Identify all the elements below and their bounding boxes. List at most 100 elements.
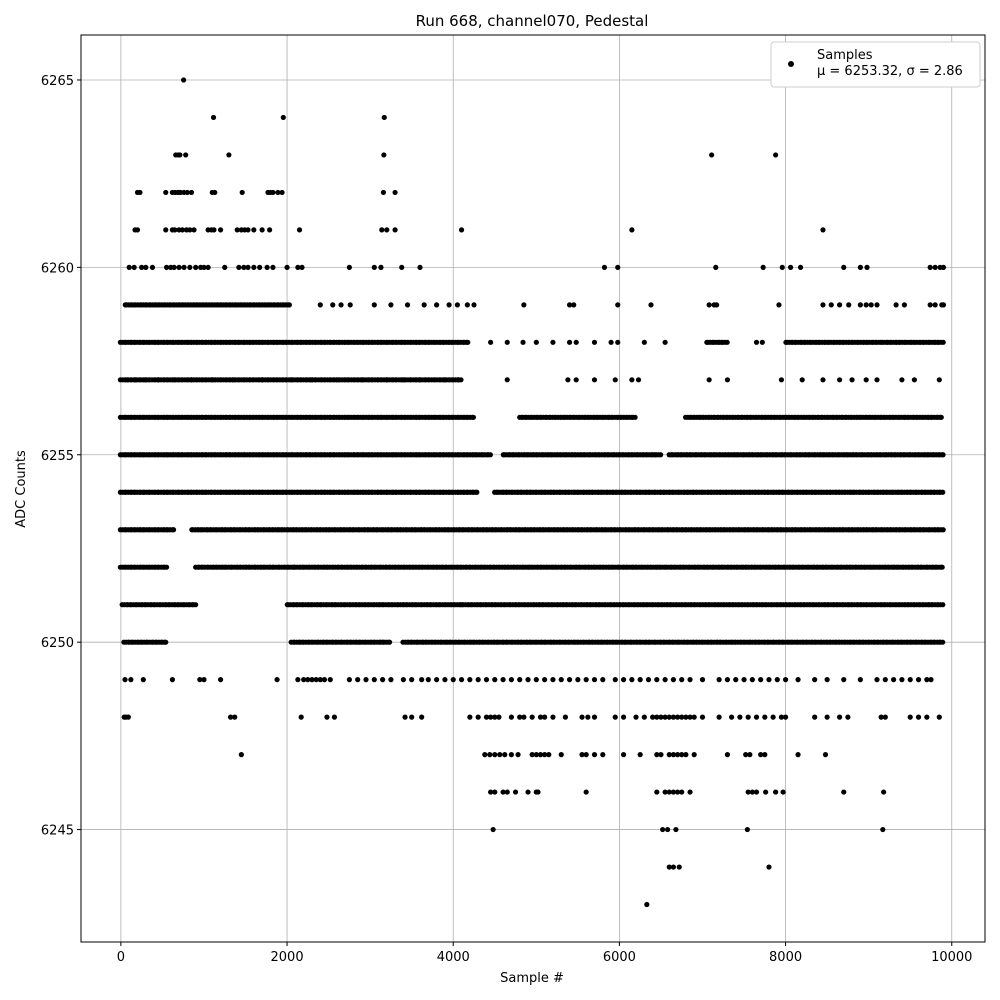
data-point bbox=[716, 677, 722, 683]
data-point bbox=[691, 714, 697, 720]
data-point bbox=[759, 339, 765, 345]
data-point bbox=[863, 302, 869, 308]
data-point bbox=[579, 714, 585, 720]
data-point bbox=[666, 789, 672, 795]
data-point bbox=[488, 714, 494, 720]
data-point bbox=[399, 264, 405, 270]
data-point bbox=[521, 714, 527, 720]
data-point bbox=[334, 377, 340, 383]
data-point bbox=[679, 677, 685, 683]
axis-ticks: 0 2000 4000 6000 8000 10000 6245 6250 6255 6260 62… bbox=[41, 74, 973, 965]
data-point bbox=[891, 677, 897, 683]
data-point bbox=[670, 864, 677, 870]
data-point bbox=[492, 714, 498, 720]
data-point bbox=[820, 302, 826, 308]
data-point bbox=[464, 302, 470, 308]
data-point bbox=[585, 714, 591, 720]
data-point bbox=[163, 189, 169, 196]
data-point bbox=[197, 677, 203, 683]
data-point bbox=[371, 264, 377, 270]
data-point bbox=[381, 114, 387, 121]
data-point bbox=[763, 789, 769, 795]
data-point bbox=[874, 677, 880, 683]
data-point bbox=[940, 452, 946, 458]
data-point bbox=[520, 339, 526, 345]
data-point bbox=[474, 489, 480, 495]
data-point bbox=[670, 789, 677, 795]
data-point bbox=[419, 677, 425, 683]
data-point bbox=[371, 677, 377, 683]
data-point bbox=[232, 714, 238, 720]
data-point bbox=[780, 789, 786, 795]
data-point bbox=[674, 789, 681, 795]
data-point bbox=[758, 752, 764, 758]
data-point bbox=[550, 677, 556, 683]
data-point bbox=[259, 227, 265, 233]
data-point bbox=[504, 377, 510, 383]
data-point bbox=[183, 152, 189, 158]
data-point bbox=[384, 377, 390, 383]
data-point bbox=[927, 264, 933, 270]
data-point bbox=[591, 377, 598, 383]
data-point bbox=[674, 752, 681, 758]
data-point bbox=[849, 377, 855, 383]
data-point bbox=[753, 789, 760, 795]
data-point bbox=[773, 152, 779, 158]
data-point bbox=[911, 377, 917, 383]
data-point bbox=[251, 264, 257, 270]
data-point bbox=[797, 264, 804, 270]
data-point bbox=[714, 302, 720, 308]
data-point bbox=[299, 264, 305, 270]
data-point bbox=[812, 677, 818, 683]
data-point bbox=[699, 677, 706, 683]
data-point bbox=[841, 264, 847, 270]
data-point bbox=[612, 714, 618, 720]
data-point bbox=[512, 789, 519, 795]
data-point bbox=[124, 377, 131, 383]
data-point bbox=[483, 677, 490, 683]
data-point bbox=[475, 714, 481, 720]
data-point bbox=[172, 377, 178, 383]
data-point bbox=[483, 714, 490, 720]
data-point bbox=[899, 377, 905, 383]
data-point bbox=[927, 302, 933, 308]
data-point bbox=[126, 264, 132, 270]
data-point bbox=[305, 677, 311, 683]
data-point bbox=[940, 339, 946, 345]
data-point bbox=[313, 677, 319, 683]
data-point bbox=[787, 264, 794, 270]
data-point bbox=[454, 302, 460, 308]
data-point bbox=[654, 789, 660, 795]
data-point bbox=[497, 752, 503, 758]
data-point bbox=[566, 677, 573, 683]
data-point bbox=[762, 752, 768, 758]
data-point bbox=[239, 189, 245, 196]
data-point bbox=[487, 752, 493, 758]
data-point bbox=[741, 677, 747, 683]
data-point bbox=[766, 677, 772, 683]
x-tick-label: 2000 bbox=[271, 950, 304, 965]
data-point bbox=[492, 789, 498, 795]
data-point bbox=[762, 714, 768, 720]
data-point bbox=[381, 152, 387, 158]
data-point bbox=[149, 264, 156, 270]
data-point bbox=[836, 714, 843, 720]
data-point bbox=[388, 677, 394, 683]
data-point bbox=[753, 339, 760, 345]
data-point bbox=[317, 302, 323, 308]
data-point bbox=[901, 302, 908, 308]
data-point bbox=[128, 677, 134, 683]
data-point bbox=[324, 714, 330, 720]
data-point bbox=[641, 339, 647, 345]
data-point bbox=[778, 377, 785, 383]
data-point bbox=[330, 302, 336, 308]
data-point bbox=[270, 264, 276, 270]
data-point bbox=[601, 264, 608, 270]
data-point bbox=[270, 189, 276, 196]
data-point bbox=[542, 752, 548, 758]
data-point bbox=[812, 714, 818, 720]
data-point bbox=[683, 714, 689, 720]
data-point bbox=[500, 677, 506, 683]
data-point bbox=[641, 714, 647, 720]
data-point bbox=[471, 302, 477, 308]
